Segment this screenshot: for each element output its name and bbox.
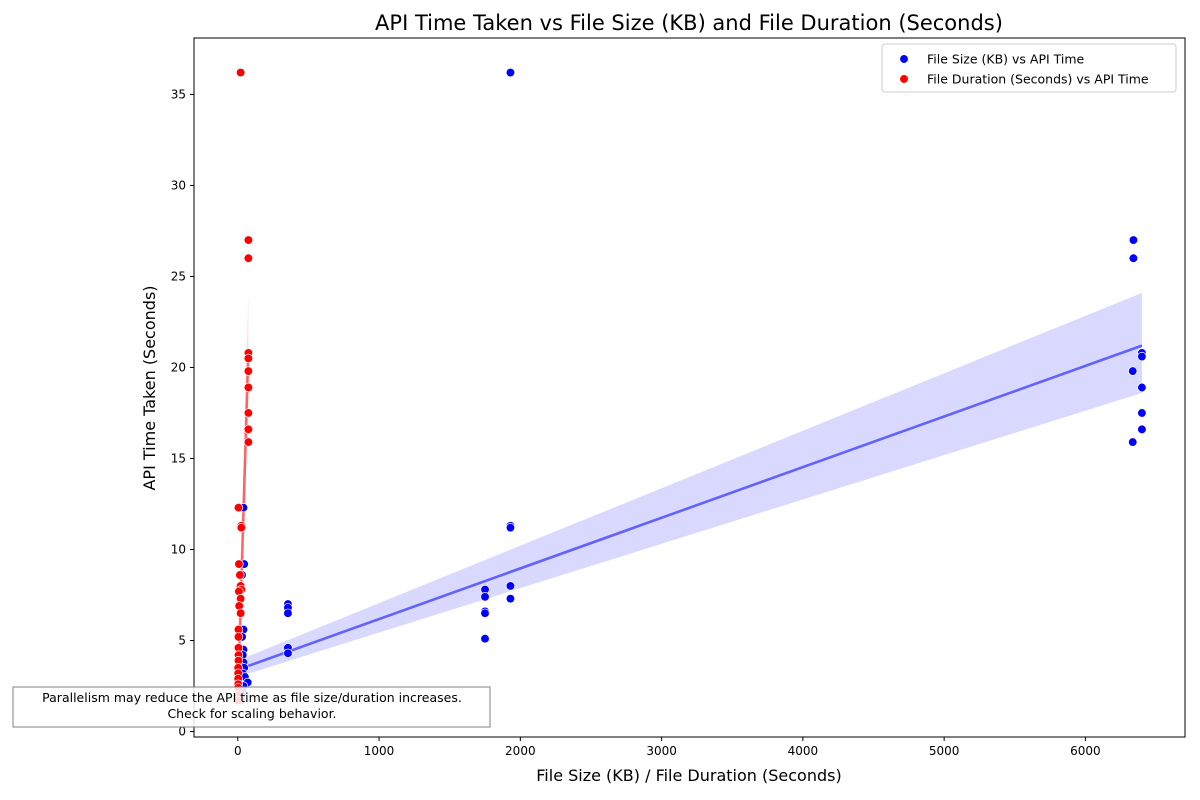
y-axis-label: API Time Taken (Seconds) — [140, 285, 159, 490]
data-point-series-1 — [1128, 235, 1139, 245]
x-axis-label: File Size (KB) / File Duration (Seconds) — [536, 766, 841, 785]
data-point-series-1 — [505, 523, 516, 533]
data-point-series-2 — [243, 353, 254, 364]
data-point-series-2 — [235, 570, 245, 580]
legend-label: File Duration (Seconds) vs API Time — [927, 72, 1149, 87]
data-point-series-2 — [234, 559, 244, 569]
y-tick-label: 35 — [171, 87, 186, 101]
data-point-series-2 — [243, 366, 254, 376]
y-tick-label: 5 — [178, 634, 186, 648]
annotation-box: Parallelism may reduce the API time as f… — [12, 686, 491, 728]
data-point-series-1 — [1128, 437, 1138, 447]
chart-title: API Time Taken vs File Size (KB) and Fil… — [375, 11, 1003, 35]
annotation-frame — [12, 686, 491, 728]
data-point-series-2 — [235, 608, 246, 618]
data-point-series-1 — [505, 67, 516, 78]
plot-area — [193, 37, 1186, 738]
data-point-series-1 — [480, 634, 490, 644]
data-point-series-2 — [243, 382, 254, 393]
data-point-series-2 — [243, 437, 254, 447]
legend: File Size (KB) vs API Time File Duration … — [881, 43, 1177, 93]
data-point-series-2 — [243, 253, 254, 263]
data-point-series-2 — [243, 408, 254, 418]
data-point-series-1 — [1137, 382, 1147, 393]
data-point-series-1 — [283, 648, 293, 658]
data-point-series-1 — [505, 581, 516, 591]
x-tick-label: 4000 — [788, 744, 819, 758]
annotation-text: Check for scaling behavior. — [167, 706, 336, 721]
data-point-series-1 — [1137, 351, 1147, 362]
legend-marker — [899, 54, 909, 64]
data-point-series-1 — [480, 592, 490, 602]
y-tick-label: 25 — [171, 269, 186, 283]
y-tick-label: 30 — [171, 178, 186, 192]
data-point-series-1 — [1137, 424, 1147, 435]
legend-marker — [899, 74, 909, 84]
regression-line-1 — [237, 344, 1143, 671]
data-point-series-2 — [233, 632, 244, 642]
legend-box — [881, 43, 1177, 93]
confidence-band-1 — [237, 292, 1142, 677]
x-tick-label: 1000 — [364, 744, 395, 758]
x-tick-label: 5000 — [929, 744, 960, 758]
data-point-series-2 — [243, 424, 254, 435]
y-tick-label: 10 — [171, 543, 186, 557]
data-point-series-2 — [233, 502, 244, 513]
x-tick-label: 0 — [234, 744, 242, 758]
plot-inner — [233, 67, 1147, 710]
x-axis: 0 1000 2000 3000 4000 5000 6000 — [234, 737, 1101, 758]
x-tick-label: 3000 — [646, 744, 677, 758]
y-tick-label: 15 — [171, 451, 186, 465]
legend-label: File Size (KB) vs API Time — [927, 52, 1085, 67]
data-point-series-2 — [236, 523, 246, 533]
y-tick-label: 0 — [178, 725, 186, 739]
plot-frame — [193, 37, 1186, 738]
data-point-series-1 — [505, 594, 516, 604]
y-axis: 0 5 10 15 20 25 30 35 — [171, 87, 194, 739]
annotation-text: Parallelism may reduce the API time as f… — [42, 690, 462, 705]
data-point-series-1 — [1128, 366, 1138, 376]
data-point-series-1 — [480, 608, 490, 618]
y-tick-label: 20 — [171, 360, 186, 374]
data-point-series-1 — [1128, 253, 1139, 263]
data-point-series-2 — [235, 67, 246, 78]
data-point-series-2 — [243, 235, 254, 245]
x-tick-label: 2000 — [505, 744, 536, 758]
data-point-series-1 — [283, 608, 293, 618]
data-point-series-1 — [1137, 408, 1147, 418]
x-tick-label: 6000 — [1070, 744, 1101, 758]
